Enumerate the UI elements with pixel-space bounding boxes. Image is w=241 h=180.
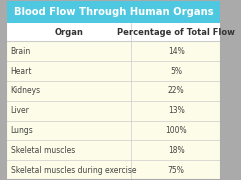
Bar [7,140,221,160]
Text: Skeletal muscles: Skeletal muscles [11,146,75,155]
Bar [7,101,221,121]
Text: Lungs: Lungs [11,126,33,135]
Text: Kidneys: Kidneys [11,86,41,95]
Text: Organ: Organ [54,28,83,37]
Text: 100%: 100% [165,126,187,135]
Bar [7,160,221,180]
Text: Percentage of Total Flow: Percentage of Total Flow [117,28,235,37]
Bar [7,23,221,41]
Text: 75%: 75% [168,166,185,175]
Text: Skeletal muscles during exercise: Skeletal muscles during exercise [11,166,136,175]
Text: Brain: Brain [11,47,31,56]
Text: 22%: 22% [168,86,184,95]
Bar [7,0,221,23]
Text: 18%: 18% [168,146,184,155]
Bar [7,61,221,81]
Text: 14%: 14% [168,47,185,56]
Text: Heart: Heart [11,67,32,76]
Text: Liver: Liver [11,106,30,115]
Bar [7,121,221,140]
Text: 5%: 5% [170,67,182,76]
Text: Blood Flow Through Human Organs: Blood Flow Through Human Organs [14,7,214,17]
Bar [7,81,221,101]
Bar [7,41,221,61]
Text: 13%: 13% [168,106,185,115]
